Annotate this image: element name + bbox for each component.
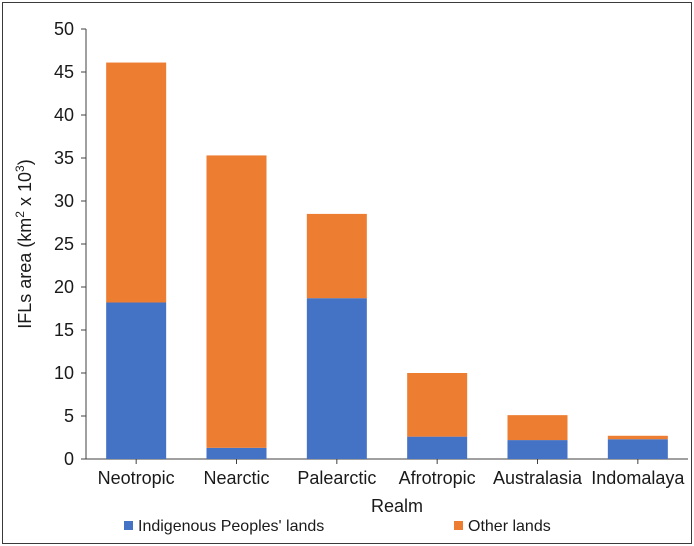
- legend-swatch: [454, 521, 463, 530]
- tick-labels: 0 5 10 15 20 25 30 35 40 45 50 Neotropic Nearctic Pal…: [54, 19, 685, 488]
- y-axis-title: IFLs area (km2 x 103): [13, 159, 35, 328]
- legend-label: Other lands: [468, 518, 551, 535]
- legend-label: Indigenous Peoples' lands: [138, 518, 324, 535]
- bar-segment-indigenous-nearctic: [206, 447, 267, 459]
- bar-segment-indigenous-afrotropic: [407, 436, 468, 459]
- bar-segment-other-afrotropic: [407, 373, 468, 437]
- bar-segment-other-palearctic: [306, 213, 367, 299]
- x-tick-label: Nearctic: [203, 468, 269, 488]
- y-tick-label: 5: [64, 406, 74, 426]
- bar-segment-other-nearctic: [206, 155, 267, 448]
- axes: [81, 28, 688, 464]
- bar-segment-other-indomalaya: [607, 435, 668, 440]
- x-tick-label: Neotropic: [98, 468, 175, 488]
- y-tick-label: 25: [54, 234, 74, 254]
- y-tick-label: 15: [54, 320, 74, 340]
- y-tick-label: 45: [54, 62, 74, 82]
- legend-swatch: [124, 521, 133, 530]
- bar-segment-other-neotropic: [106, 62, 167, 303]
- y-tick-label: 35: [54, 148, 74, 168]
- y-tick-label: 40: [54, 105, 74, 125]
- bars: [106, 62, 668, 459]
- y-tick-label: 50: [54, 19, 74, 39]
- bar-segment-indigenous-palearctic: [306, 298, 367, 459]
- y-tick-label: 20: [54, 277, 74, 297]
- x-axis-title: Realm: [371, 496, 423, 516]
- y-tick-label: 10: [54, 363, 74, 383]
- x-tick-label: Australasia: [493, 468, 583, 488]
- x-tick-label: Afrotropic: [399, 468, 476, 488]
- bar-segment-indigenous-indomalaya: [607, 439, 668, 459]
- bar-segment-indigenous-australasia: [507, 440, 568, 459]
- legend: Indigenous Peoples' lands Other lands: [124, 518, 551, 535]
- bar-segment-other-australasia: [507, 415, 568, 441]
- x-tick-label: Palearctic: [297, 468, 376, 488]
- x-tick-label: Indomalaya: [591, 468, 685, 488]
- y-tick-label: 30: [54, 191, 74, 211]
- bar-segment-indigenous-neotropic: [106, 302, 167, 459]
- y-tick-label: 0: [64, 449, 74, 469]
